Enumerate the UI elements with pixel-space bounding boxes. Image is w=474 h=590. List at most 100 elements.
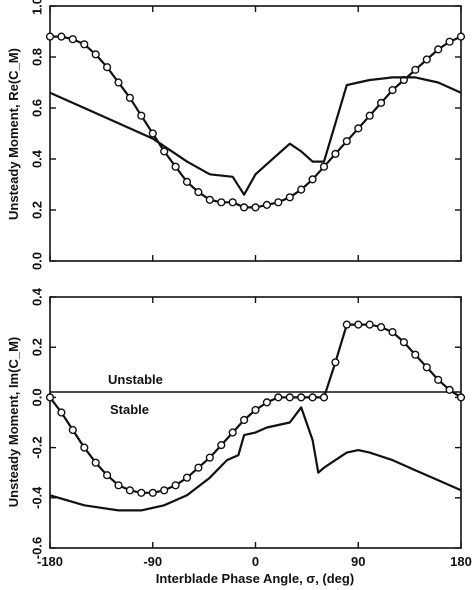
top-y-axis-label: Unsteady Moment, Re(C_M) <box>6 48 21 220</box>
bottom-series-1-point <box>182 473 192 482</box>
top-series-1-point <box>160 147 169 156</box>
x-tick-label: 180 <box>450 554 472 569</box>
x-tick-label: 0 <box>252 554 259 569</box>
top-series-1-point <box>308 175 317 184</box>
top-series-1-point <box>125 93 134 102</box>
top-series-1-point <box>274 198 283 207</box>
bottom-series-1-point <box>91 458 100 467</box>
bottom-series-1-point <box>456 393 466 402</box>
bottom-series-1-point <box>377 323 386 332</box>
annotation-stable: Stable <box>110 402 149 417</box>
top-y-tick-label: 0.4 <box>29 149 44 168</box>
top-series-1-point <box>251 203 260 212</box>
top-series-1-point <box>434 45 443 54</box>
bottom-panel: -0.6 -0.4 -0.2 0.0 0.2 0.4 -180 -90 0 90 180 Unst… <box>6 287 472 586</box>
bottom-series-2-line <box>49 406 462 512</box>
top-series-1-line <box>50 35 462 209</box>
top-plot-frame <box>49 5 462 262</box>
bottom-series-1-point <box>262 398 272 407</box>
top-series-1-point <box>137 111 146 120</box>
bottom-series-1-point <box>137 488 146 497</box>
bottom-y-tick-label: 0.4 <box>29 287 44 306</box>
bottom-series-1-point <box>445 385 454 395</box>
bottom-series <box>45 320 466 512</box>
bottom-series-1-point <box>331 358 340 367</box>
bottom-series-1-point <box>114 481 123 490</box>
bottom-series-1-point <box>319 393 329 402</box>
x-axis-label: Interblade Phase Angle, σ, (deg) <box>156 571 354 586</box>
bottom-series-1-point <box>240 415 249 425</box>
top-y-tick-label: 0.2 <box>29 201 44 219</box>
top-series-1-point <box>80 40 89 49</box>
top-series-1-point <box>228 198 237 207</box>
bottom-series-1-point <box>80 443 89 452</box>
bottom-y-tick-label: -0.6 <box>29 537 44 559</box>
top-series-1-point <box>45 32 55 41</box>
top-series-1-point <box>262 200 272 210</box>
x-tick-label: -180 <box>37 554 63 569</box>
top-series-1-point <box>342 137 351 146</box>
bottom-y-ticks: -0.6 -0.4 -0.2 0.0 0.2 0.4 <box>29 287 462 559</box>
top-series-1-point <box>205 195 214 204</box>
top-series-1-point <box>194 188 203 197</box>
top-y-tick-label: 0.8 <box>29 48 44 66</box>
bottom-y-tick-label: -0.4 <box>29 486 44 509</box>
top-series-1-point <box>456 32 466 41</box>
top-panel: 0.0 0.2 0.4 0.6 0.8 1.0 Unsteady Moment, Re(C… <box>6 0 466 270</box>
top-series-1-point <box>57 32 66 41</box>
top-series-1-point <box>388 85 397 95</box>
top-y-tick-label: 0.0 <box>29 252 44 270</box>
bottom-series-1-point <box>274 393 283 402</box>
bottom-y-tick-label: 0.2 <box>29 338 44 356</box>
bottom-series-1-point <box>57 408 66 417</box>
top-series-1-point <box>148 129 157 138</box>
top-series <box>45 32 466 212</box>
top-series-1-point <box>91 50 100 59</box>
top-series-1-point <box>114 78 123 87</box>
bottom-series-1-point <box>251 405 260 415</box>
bottom-series-1-point <box>422 363 431 372</box>
bottom-series-1-point <box>434 375 443 384</box>
top-series-1-point <box>422 55 431 64</box>
bottom-y-tick-label: -0.2 <box>29 436 44 458</box>
top-series-1-point <box>102 63 112 72</box>
top-series-1-point <box>297 185 306 194</box>
top-series-1-point <box>68 35 77 44</box>
bottom-series-1-point <box>194 463 203 472</box>
annotation-unstable: Unstable <box>108 372 163 387</box>
bottom-series-1-point <box>217 441 226 450</box>
bottom-series-1-point <box>228 428 237 437</box>
x-ticks: -180 -90 0 90 180 <box>37 554 472 569</box>
top-series-1-point <box>377 98 386 108</box>
bottom-series-1-point <box>160 486 169 495</box>
bottom-series-1-point <box>297 393 306 402</box>
bottom-series-1-point <box>308 393 317 402</box>
bottom-series-1-point <box>342 320 351 329</box>
bottom-series-1-point <box>411 350 420 359</box>
top-series-1-point <box>445 37 454 46</box>
top-y-tick-label: 1.0 <box>29 0 44 15</box>
bottom-series-1-point <box>102 471 112 480</box>
bottom-series-1-point <box>388 328 397 337</box>
bottom-y-axis-label: Unsteady Moment, Im(C_M) <box>6 337 21 507</box>
bottom-series-1-point <box>45 393 55 402</box>
top-series-1-point <box>240 203 249 212</box>
x-tick-label: 90 <box>351 554 365 569</box>
top-y-tick-label: 0.6 <box>29 99 44 117</box>
top-series-2-line <box>49 76 462 196</box>
top-series-1-point <box>354 124 363 133</box>
bottom-series-1-point <box>171 481 180 490</box>
top-series-1-point <box>217 198 226 207</box>
x-tick-label: -90 <box>143 554 162 569</box>
top-y-ticks: 0.0 0.2 0.4 0.6 0.8 1.0 <box>29 0 462 270</box>
bottom-series-1-point <box>365 320 374 329</box>
top-series-1-point <box>171 162 180 171</box>
bottom-series-1-point <box>68 425 77 435</box>
bottom-series-1-point <box>125 486 134 495</box>
bottom-series-1-point <box>285 393 294 402</box>
bottom-series-1-point <box>148 488 157 497</box>
top-series-1-point <box>365 111 374 120</box>
bottom-series-1-point <box>205 453 214 462</box>
top-series-1-point <box>411 65 420 74</box>
